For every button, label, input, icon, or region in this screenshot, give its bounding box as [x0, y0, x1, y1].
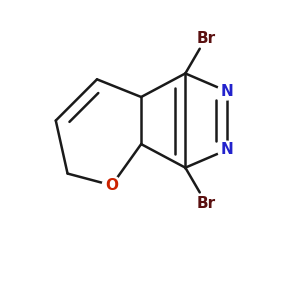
- Text: Br: Br: [196, 196, 215, 211]
- Text: N: N: [220, 84, 233, 99]
- Circle shape: [218, 82, 236, 100]
- Text: O: O: [105, 178, 118, 193]
- Text: Br: Br: [196, 31, 215, 46]
- Circle shape: [218, 141, 236, 159]
- Text: N: N: [220, 142, 233, 158]
- Circle shape: [102, 176, 121, 195]
